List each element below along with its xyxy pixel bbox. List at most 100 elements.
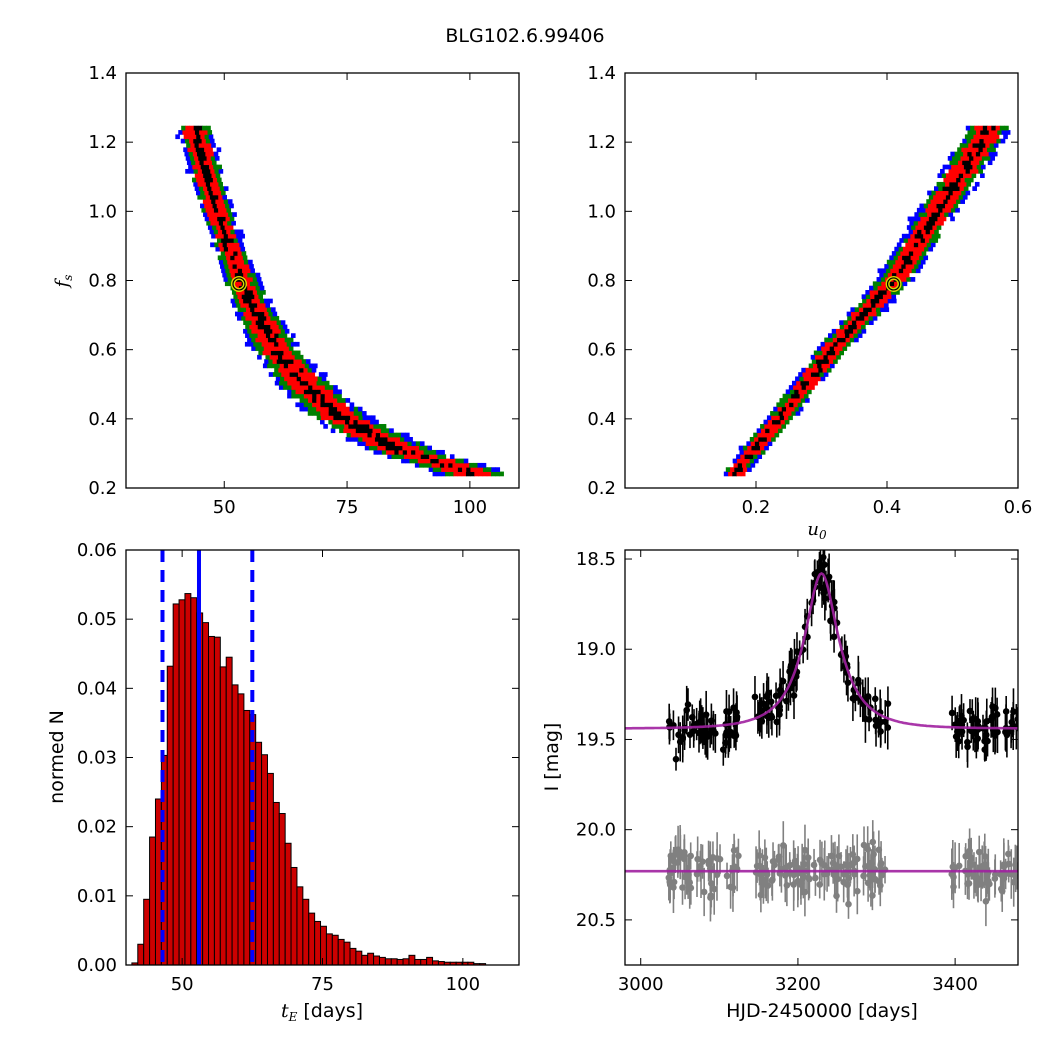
density-cell — [210, 156, 216, 161]
density-cell — [214, 194, 219, 200]
density-cell — [316, 380, 322, 386]
density-cell — [957, 160, 963, 166]
density-cell — [913, 220, 919, 226]
light-curve-points — [625, 550, 1018, 927]
density-cell — [419, 449, 425, 455]
density-cell — [215, 212, 221, 217]
density-cell — [457, 467, 463, 472]
density-cell — [399, 441, 404, 447]
histogram-bar — [302, 898, 310, 965]
density-cell — [250, 268, 255, 274]
density-cell — [186, 160, 192, 166]
density-cell — [926, 242, 932, 248]
density-cell — [371, 432, 377, 438]
density-cell — [984, 130, 990, 135]
data-point — [1012, 861, 1018, 869]
density-cell — [225, 203, 230, 209]
density-cell — [807, 376, 813, 382]
density-cell — [881, 285, 887, 291]
density-cell — [217, 164, 222, 170]
density-cell — [256, 277, 262, 282]
y-tick-label: 0.4 — [587, 409, 616, 430]
density-cell — [486, 471, 492, 477]
density-cell — [368, 445, 374, 451]
density-cell — [291, 393, 296, 399]
density-cell — [854, 337, 859, 343]
density-cell — [954, 173, 960, 179]
density-cell — [373, 424, 378, 429]
density-cell — [223, 212, 229, 217]
data-point — [973, 736, 980, 744]
density-cell — [906, 233, 911, 239]
data-point — [710, 885, 718, 893]
density-cell — [227, 220, 232, 226]
data-point — [869, 892, 876, 899]
density-cell — [767, 441, 773, 447]
density-cell — [865, 294, 871, 300]
density-cell — [357, 441, 362, 447]
density-cell — [817, 363, 822, 369]
density-cell — [881, 281, 886, 287]
density-cell — [820, 376, 826, 382]
density-cell — [357, 411, 363, 416]
density-cell — [871, 307, 877, 313]
histogram-bar — [396, 958, 404, 965]
data-point — [1004, 850, 1012, 858]
density-cell — [251, 298, 257, 304]
density-cell — [775, 415, 781, 421]
density-cell — [822, 350, 827, 356]
density-cell — [362, 411, 367, 416]
density-cell — [756, 428, 762, 434]
density-cell — [911, 225, 916, 230]
density-cell — [915, 225, 921, 230]
density-cell — [464, 462, 470, 468]
density-cell — [957, 168, 962, 174]
density-cell — [221, 268, 226, 274]
density-cell — [223, 199, 229, 204]
density-cell — [921, 229, 927, 235]
density-cell — [273, 354, 279, 360]
density-cell — [958, 151, 964, 157]
density-cell — [262, 363, 268, 369]
density-cell — [829, 346, 835, 351]
density-cell — [870, 298, 876, 304]
density-cell — [903, 259, 909, 265]
density-cell — [411, 441, 417, 447]
density-cell — [905, 242, 911, 248]
density-cell — [423, 449, 429, 455]
density-cell — [324, 389, 330, 395]
density-cell — [227, 259, 232, 265]
density-cell — [858, 302, 864, 308]
density-cell — [847, 315, 852, 321]
density-cell — [276, 346, 281, 351]
density-cell — [324, 380, 330, 386]
density-cell — [207, 173, 212, 179]
density-cell — [401, 458, 406, 464]
density-cell — [230, 255, 235, 261]
density-cell — [209, 194, 215, 200]
density-cell — [469, 462, 474, 468]
density-cell — [209, 164, 214, 170]
density-cell — [220, 225, 226, 230]
density-cell — [242, 255, 248, 261]
density-cell — [390, 441, 396, 447]
density-cell — [742, 462, 747, 468]
density-cell — [859, 311, 865, 317]
density-cell — [266, 315, 271, 321]
density-cell — [768, 424, 774, 429]
density-cell — [275, 376, 281, 382]
density-cell — [737, 462, 743, 468]
density-cell — [946, 207, 952, 213]
density-cell — [436, 471, 442, 477]
density-cell — [396, 432, 402, 438]
density-cell — [934, 229, 939, 235]
density-cell — [815, 372, 820, 377]
density-cell — [234, 272, 240, 278]
density-cell — [308, 380, 313, 386]
density-cell — [937, 194, 943, 200]
density-cell — [857, 333, 863, 338]
density-cell — [381, 424, 387, 429]
density-cell — [432, 471, 438, 477]
density-cell — [258, 307, 264, 313]
density-cell — [954, 194, 960, 200]
